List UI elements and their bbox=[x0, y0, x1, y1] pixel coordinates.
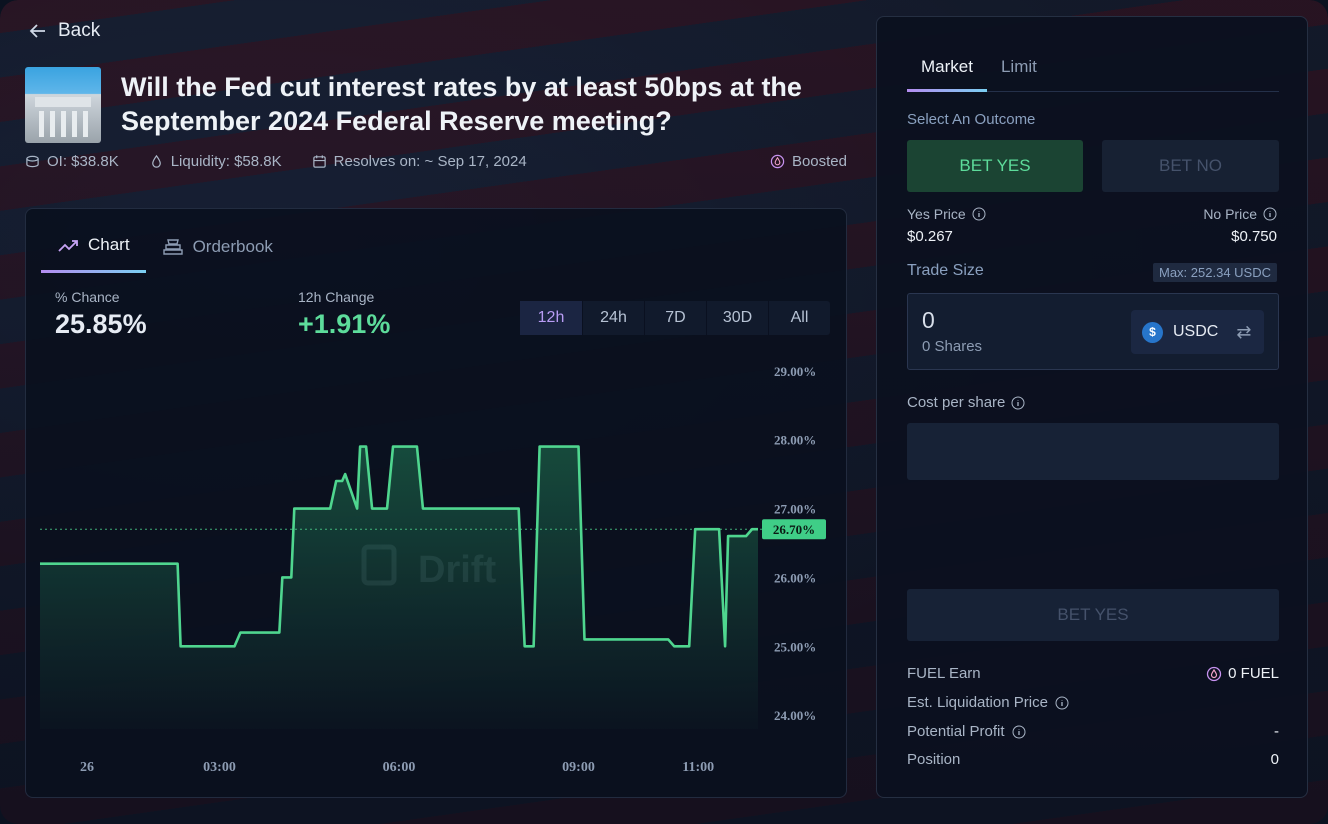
yes-price-value: $0.267 bbox=[907, 228, 953, 245]
fuel-earn-row: FUEL Earn 0 FUEL bbox=[907, 665, 1279, 682]
fuel-icon bbox=[770, 154, 785, 169]
yes-price-label: Yes Price bbox=[907, 206, 986, 222]
y-tick-label: 27.00% bbox=[774, 502, 816, 517]
info-icon[interactable] bbox=[972, 207, 986, 221]
tab-limit[interactable]: Limit bbox=[1000, 57, 1037, 76]
chance-stat: % Chance 25.85% bbox=[55, 289, 147, 340]
range-30d[interactable]: 30D bbox=[706, 301, 768, 335]
position-row: Position 0 bbox=[907, 751, 1279, 768]
current-value-label: 26.70% bbox=[773, 522, 815, 537]
tab-orderbook[interactable]: Orderbook bbox=[146, 227, 289, 273]
trade-panel: Market Limit Select An Outcome BET YES B… bbox=[876, 16, 1308, 798]
y-tick-label: 28.00% bbox=[774, 433, 816, 448]
open-interest: OI: $38.8K bbox=[25, 153, 119, 170]
y-tick-label: 24.00% bbox=[774, 708, 816, 723]
usdc-icon: $ bbox=[1142, 321, 1163, 343]
bet-yes-button[interactable]: BET YES bbox=[907, 140, 1083, 192]
trade-size-label: Trade Size bbox=[907, 262, 984, 279]
no-price-label: No Price bbox=[1203, 206, 1277, 222]
info-icon[interactable] bbox=[1263, 207, 1277, 221]
x-tick-label: 09:00 bbox=[562, 760, 595, 775]
range-all[interactable]: All bbox=[768, 301, 830, 335]
bet-no-button[interactable]: BET NO bbox=[1102, 140, 1279, 192]
x-tick-label: 26 bbox=[80, 760, 94, 775]
tab-chart[interactable]: Chart bbox=[41, 227, 146, 273]
market-thumbnail bbox=[25, 67, 101, 143]
y-tick-label: 29.00% bbox=[774, 364, 816, 379]
droplet-icon bbox=[151, 154, 161, 168]
token-selector[interactable]: $ USDC ⇄ bbox=[1131, 310, 1264, 354]
market-meta: OI: $38.8K Liquidity: $58.8K Resolves on… bbox=[25, 153, 847, 170]
liquidation-price-row: Est. Liquidation Price bbox=[907, 694, 1279, 711]
current-value-tag bbox=[762, 519, 826, 540]
submit-bet-button[interactable]: BET YES bbox=[907, 589, 1279, 641]
market-title: Will the Fed cut interest rates by at le… bbox=[121, 72, 802, 136]
change-stat: 12h Change +1.91% bbox=[298, 289, 390, 340]
resolve-date: Resolves on: ~ Sep 17, 2024 bbox=[312, 153, 527, 170]
chance-value: 25.85% bbox=[55, 309, 147, 339]
chart-tabs: Chart Orderbook bbox=[41, 227, 289, 273]
chart-card: Chart Orderbook % Chance 25.85% 12h Chan… bbox=[25, 208, 847, 798]
series-area bbox=[40, 446, 758, 729]
cost-per-share-label: Cost per share bbox=[907, 394, 1025, 411]
range-12h[interactable]: 12h bbox=[520, 301, 582, 335]
trade-size-input[interactable]: 0 0 Shares $ USDC ⇄ bbox=[907, 293, 1279, 370]
fuel-icon bbox=[1206, 666, 1222, 681]
token-label: USDC bbox=[1173, 323, 1219, 340]
range-7d[interactable]: 7D bbox=[644, 301, 706, 335]
x-tick-label: 11:00 bbox=[682, 760, 714, 775]
orderbook-icon bbox=[162, 238, 183, 255]
calendar-icon bbox=[312, 155, 326, 168]
change-value: +1.91% bbox=[298, 309, 391, 339]
change-label: 12h Change bbox=[298, 289, 375, 305]
series-line bbox=[40, 445, 758, 648]
swap-icon[interactable]: ⇄ bbox=[1236, 321, 1252, 342]
back-button[interactable]: Back bbox=[28, 20, 100, 42]
shares-value: 0 Shares bbox=[922, 338, 983, 355]
chance-label: % Chance bbox=[55, 289, 120, 305]
liquidity: Liquidity: $58.8K bbox=[149, 153, 282, 170]
info-icon[interactable] bbox=[1055, 696, 1069, 710]
database-icon bbox=[26, 155, 39, 168]
cost-per-share-field[interactable] bbox=[907, 423, 1279, 480]
trend-up-icon bbox=[58, 240, 78, 252]
range-24h[interactable]: 24h bbox=[582, 301, 644, 335]
time-range-selector: 12h 24h 7D 30D All bbox=[520, 301, 830, 335]
tab-market[interactable]: Market bbox=[907, 57, 987, 92]
x-tick-label: 03:00 bbox=[203, 760, 236, 775]
order-type-tabs: Market Limit bbox=[907, 57, 1279, 92]
y-tick-label: 25.00% bbox=[774, 639, 816, 654]
price-chart: Drift 26.70% 29.00%28.00%27.00%26.00%25.… bbox=[40, 364, 826, 775]
info-icon[interactable] bbox=[1012, 725, 1026, 739]
select-outcome-label: Select An Outcome bbox=[907, 111, 1036, 128]
potential-profit-row: Potential Profit - bbox=[907, 723, 1279, 740]
y-tick-label: 26.00% bbox=[774, 570, 816, 585]
x-tick-label: 06:00 bbox=[383, 760, 416, 775]
arrow-left-icon bbox=[29, 24, 45, 38]
no-price-value: $0.750 bbox=[1231, 228, 1277, 245]
boosted-badge: Boosted bbox=[770, 153, 847, 170]
amount-value[interactable]: 0 bbox=[922, 307, 935, 333]
max-size-badge[interactable]: Max: 252.34 USDC bbox=[1153, 263, 1277, 282]
back-label: Back bbox=[58, 20, 101, 41]
info-icon[interactable] bbox=[1011, 396, 1025, 410]
